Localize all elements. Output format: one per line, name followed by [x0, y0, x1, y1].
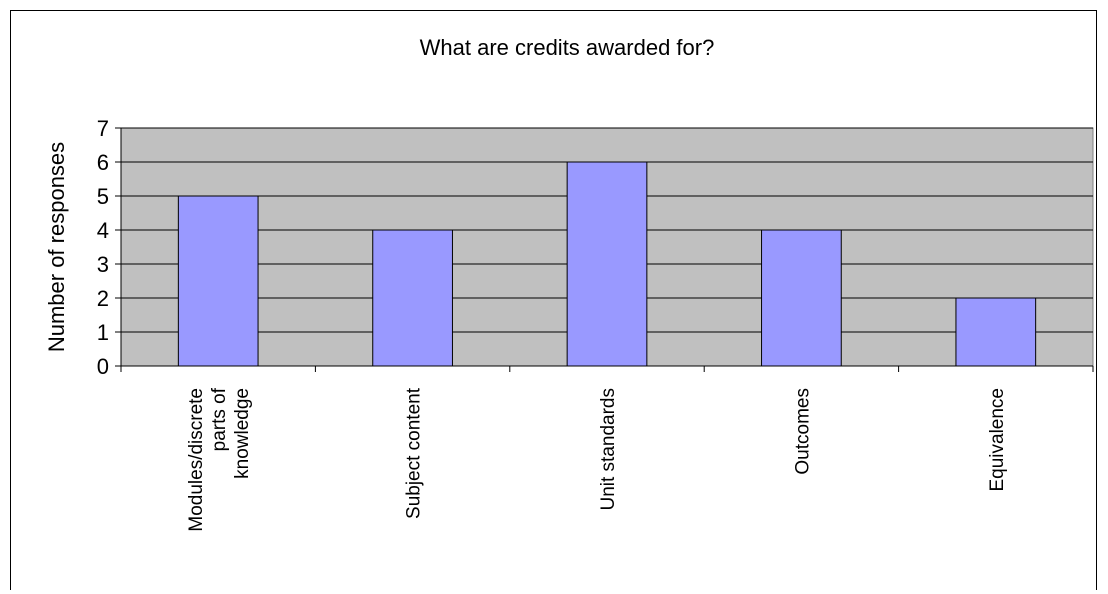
chart-title: What are credits awarded for? [420, 35, 715, 60]
category-label-line: knowledge [232, 388, 253, 479]
category-label: Equivalence [987, 388, 1008, 492]
y-tick-label: 3 [97, 252, 109, 277]
y-tick-label: 2 [97, 286, 109, 311]
y-tick-label: 5 [97, 184, 109, 209]
category-label: Unit standards [598, 388, 619, 511]
y-tick-label: 6 [97, 150, 109, 175]
category-label: Subject content [404, 387, 425, 519]
category-label-line: Outcomes [792, 388, 813, 475]
category-label-line: Subject content [404, 387, 425, 519]
category-label-line: parts of [209, 387, 230, 451]
category-label-line: Unit standards [598, 388, 619, 511]
y-tick-label: 4 [97, 218, 109, 243]
bar [761, 229, 842, 367]
category-label-line: Equivalence [987, 388, 1008, 492]
y-tick-label: 0 [97, 354, 109, 379]
bar [566, 161, 648, 367]
chart-frame [10, 10, 1097, 590]
plot-area: 0 1 2 3 4 5 6 7 Modules/discrete parts of knowledg… [97, 116, 1094, 532]
category-label: Modules/discrete parts of knowledge [186, 387, 253, 531]
bar [372, 229, 453, 367]
category-label: Outcomes [792, 388, 813, 475]
bar [955, 297, 1037, 367]
bar [177, 195, 259, 367]
y-axis-label: Number of responses [44, 142, 69, 352]
y-tick-label: 1 [97, 320, 109, 345]
y-tick-label: 7 [97, 116, 109, 141]
category-label-line: Modules/discrete [186, 388, 207, 532]
